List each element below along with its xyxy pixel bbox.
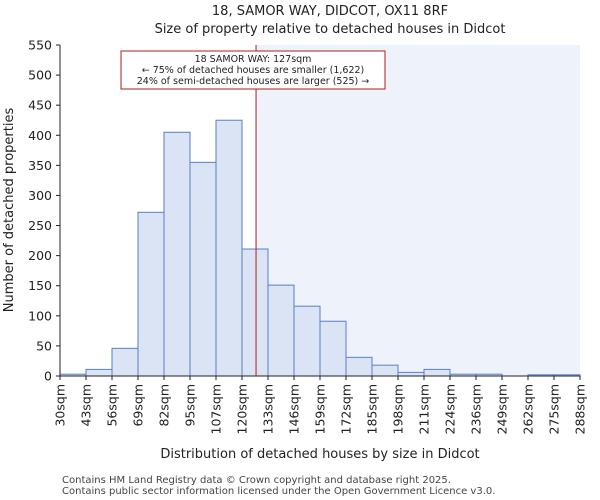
- bar-82sqm: [163, 131, 191, 377]
- y-tick-label: 350: [28, 158, 52, 173]
- x-tick-label: 211sqm: [417, 384, 432, 434]
- x-tick-label: 185sqm: [365, 384, 380, 434]
- chart-title: 18, SAMOR WAY, DIDCOT, OX11 8RF: [212, 4, 448, 19]
- annotation-line-1: 18 SAMOR WAY: 127sqm: [195, 54, 312, 65]
- x-tick-label: 30sqm: [53, 384, 68, 427]
- x-tick-label: 43sqm: [79, 384, 94, 427]
- x-tick-label: 236sqm: [469, 384, 484, 434]
- annotation-border: [120, 50, 386, 90]
- x-tick-label: 133sqm: [261, 384, 276, 434]
- x-tick-label: 262sqm: [521, 384, 536, 434]
- x-tick-label: 249sqm: [495, 384, 510, 434]
- y-tick-label: 500: [28, 68, 52, 83]
- chart-subtitle: Size of property relative to detached ho…: [155, 22, 506, 37]
- bar-95sqm: [189, 161, 217, 377]
- x-tick-label: 172sqm: [339, 384, 354, 434]
- axes-layer: 0 50 100 150 200 250 300 350 400 450 500 550 30sqm 43…: [28, 38, 587, 435]
- x-tick-label: 224sqm: [443, 384, 458, 434]
- x-tick-label: 198sqm: [391, 384, 406, 434]
- annotation-line-3: 24% of semi-detached houses are larger (…: [137, 76, 370, 87]
- y-tick-label: 250: [28, 218, 52, 233]
- bar-69sqm: [137, 211, 165, 377]
- x-tick-label: 95sqm: [183, 384, 198, 427]
- y-axis-label: Number of detached properties: [2, 108, 17, 313]
- x-tick-label: 120sqm: [235, 384, 250, 434]
- y-tick-label: 550: [28, 38, 52, 53]
- y-tick-label: 0: [44, 369, 52, 384]
- x-tick-label: 82sqm: [157, 384, 172, 427]
- y-tick-label: 200: [28, 248, 52, 263]
- footer-line-2: Contains public sector information licen…: [62, 486, 495, 497]
- bar-133sqm: [267, 284, 295, 377]
- x-axis-label: Distribution of detached houses by size …: [160, 447, 479, 462]
- bar-107sqm: [215, 119, 243, 377]
- x-tick-label: 107sqm: [209, 384, 224, 434]
- bar-43sqm: [85, 368, 113, 377]
- bar-146sqm: [293, 305, 321, 377]
- bar-120sqm: [241, 248, 269, 377]
- y-tick-label: 150: [28, 278, 52, 293]
- x-tick-label: 56sqm: [105, 384, 120, 427]
- bar-198sqm: [397, 371, 425, 377]
- bar-172sqm: [345, 356, 373, 377]
- bar-159sqm: [319, 320, 347, 377]
- y-tick-label: 450: [28, 98, 52, 113]
- bar-56sqm: [111, 347, 139, 377]
- x-tick-label: 69sqm: [131, 384, 146, 427]
- y-tick-label: 100: [28, 308, 52, 323]
- y-tick-label: 300: [28, 188, 52, 203]
- x-tick-label: 159sqm: [313, 384, 328, 434]
- bars-layer: [59, 119, 581, 377]
- bar-185sqm: [371, 364, 399, 377]
- bar-211sqm: [423, 368, 451, 377]
- y-tick-label: 400: [28, 128, 52, 143]
- y-tick-label: 50: [36, 338, 52, 353]
- x-tick-label: 146sqm: [287, 384, 302, 434]
- x-tick-label: 288sqm: [573, 384, 588, 434]
- footer-line-1: Contains HM Land Registry data © Crown c…: [62, 475, 451, 486]
- annotation-line-2: ← 75% of detached houses are smaller (1,…: [142, 65, 365, 76]
- annotation-box: 18 SAMOR WAY: 127sqm ← 75% of detached h…: [120, 50, 386, 90]
- x-tick-label: 275sqm: [547, 384, 562, 434]
